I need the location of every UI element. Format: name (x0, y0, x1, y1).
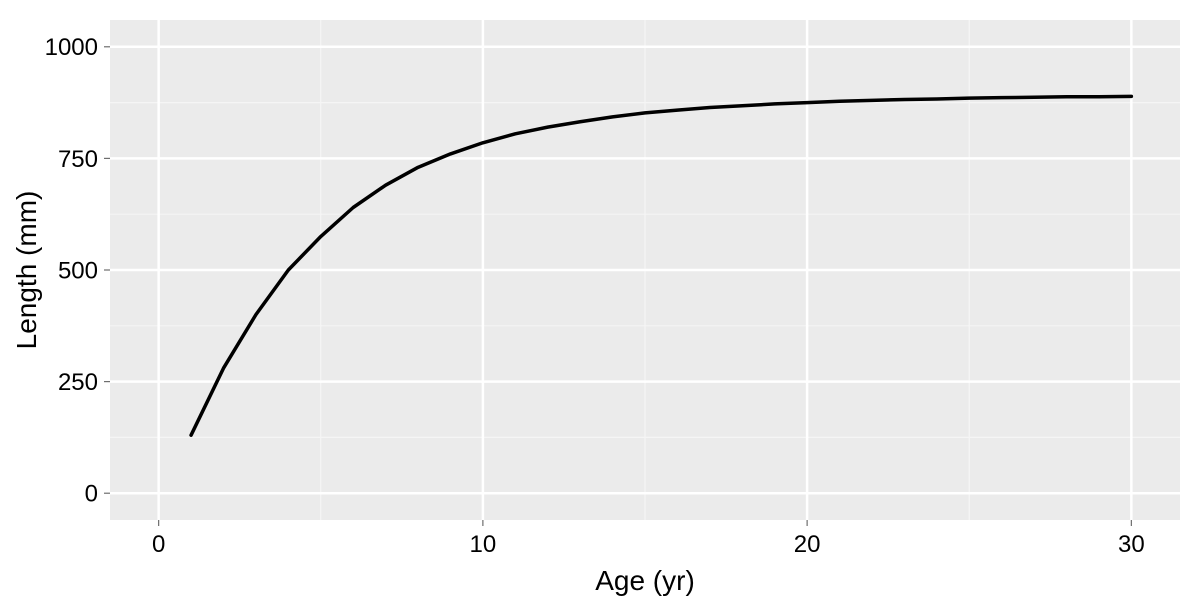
growth-chart: 0 10 20 30 0 250 500 750 1000 Age (yr) Length (mm) (0, 0, 1200, 600)
y-tick-label: 1000 (45, 34, 98, 61)
x-tick-label: 20 (794, 531, 821, 558)
y-axis-title: Length (mm) (11, 191, 42, 350)
y-tick-label: 750 (58, 146, 98, 173)
chart-svg: 0 10 20 30 0 250 500 750 1000 Age (yr) Length (mm) (0, 0, 1200, 600)
x-tick-label: 30 (1118, 531, 1145, 558)
y-tick-label: 0 (85, 481, 98, 508)
x-tick-label: 0 (152, 531, 165, 558)
y-tick-label: 250 (58, 369, 98, 396)
x-axis-title: Age (yr) (595, 565, 695, 596)
x-tick-label: 10 (470, 531, 497, 558)
y-tick-label: 500 (58, 257, 98, 284)
